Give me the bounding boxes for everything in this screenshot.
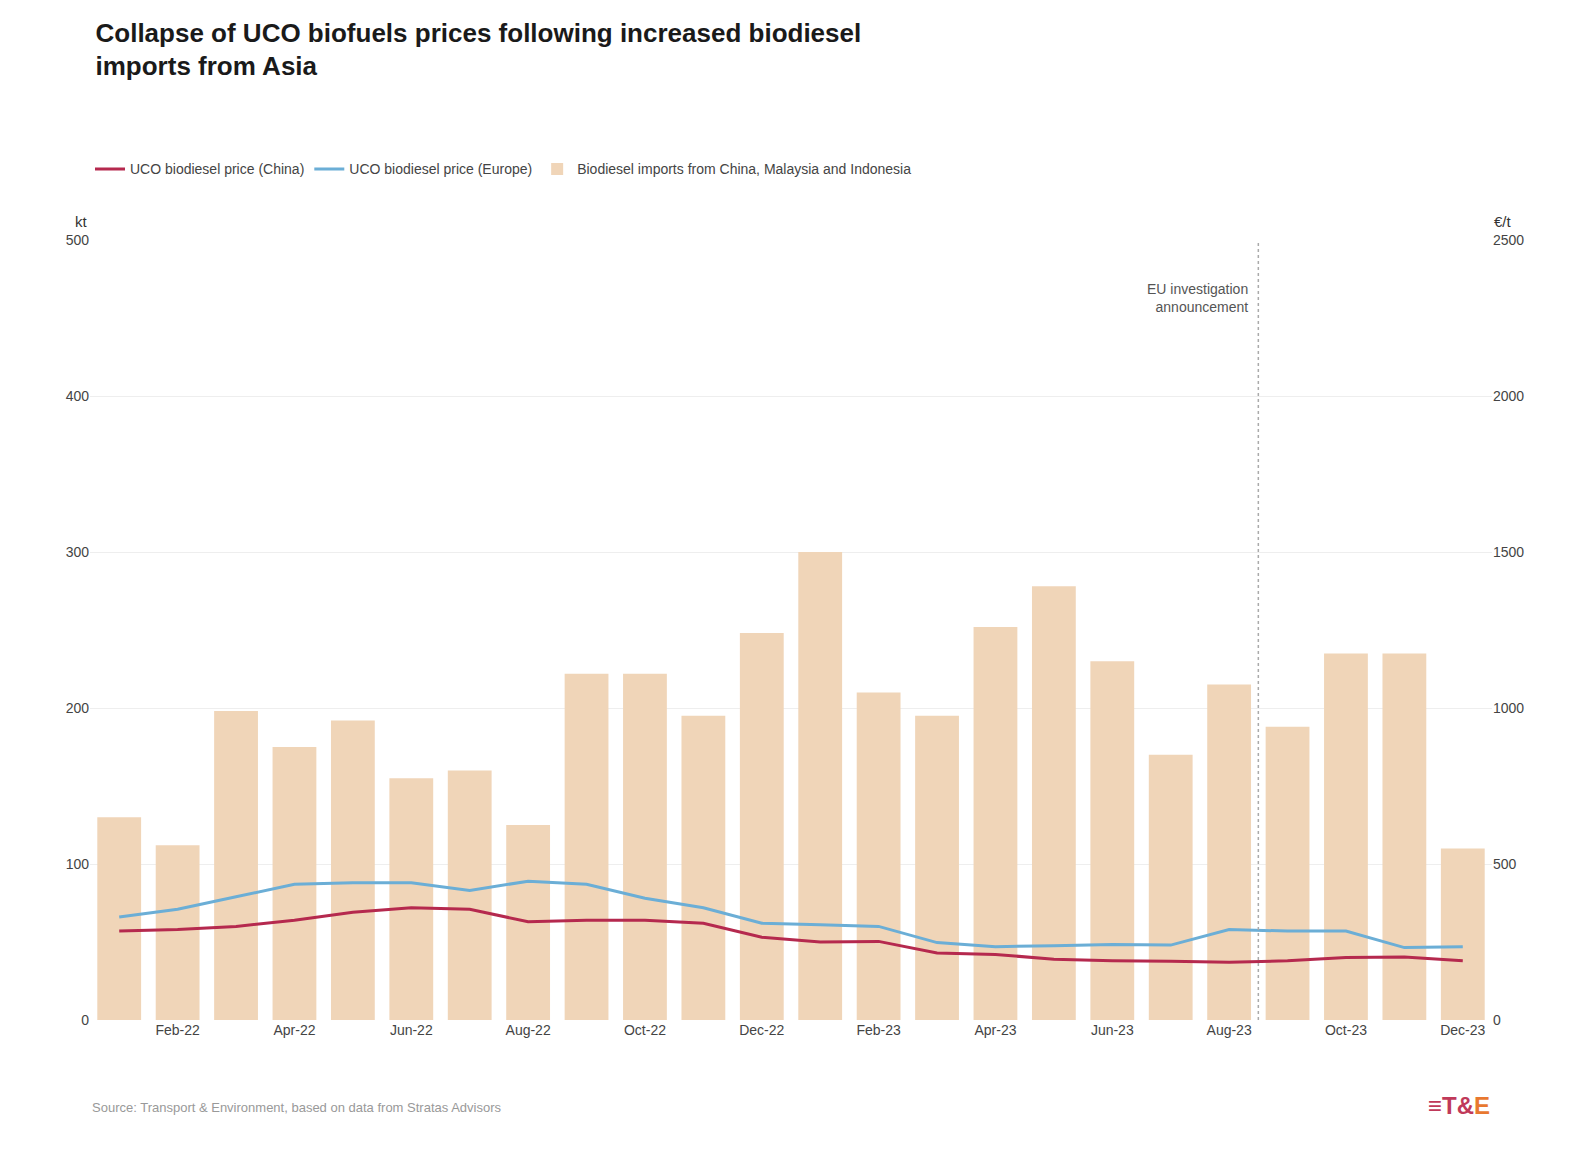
svg-text:1000: 1000 xyxy=(1493,700,1524,716)
svg-text:Apr-22: Apr-22 xyxy=(273,1022,315,1038)
svg-text:EU investigationannouncement: EU investigationannouncement xyxy=(1147,281,1248,315)
svg-text:UCO biodiesel price (China): UCO biodiesel price (China) xyxy=(130,161,304,177)
svg-text:€/t: €/t xyxy=(1494,213,1512,230)
svg-text:Apr-23: Apr-23 xyxy=(974,1022,1016,1038)
svg-text:Feb-22: Feb-22 xyxy=(155,1022,200,1038)
svg-text:Source: Transport & Environmen: Source: Transport & Environment, based o… xyxy=(92,1100,501,1115)
svg-text:Jun-23: Jun-23 xyxy=(1091,1022,1134,1038)
svg-text:Jun-22: Jun-22 xyxy=(390,1022,433,1038)
svg-text:Collapse of UCO biofuels price: Collapse of UCO biofuels prices followin… xyxy=(96,18,862,82)
svg-text:Aug-23: Aug-23 xyxy=(1207,1022,1252,1038)
svg-text:500: 500 xyxy=(66,232,90,248)
svg-text:2000: 2000 xyxy=(1493,388,1524,404)
svg-text:100: 100 xyxy=(66,856,90,872)
svg-text:Dec-23: Dec-23 xyxy=(1440,1022,1485,1038)
svg-text:200: 200 xyxy=(66,700,90,716)
svg-text:500: 500 xyxy=(1493,856,1517,872)
svg-text:400: 400 xyxy=(66,388,90,404)
svg-text:Oct-23: Oct-23 xyxy=(1325,1022,1367,1038)
svg-text:Oct-22: Oct-22 xyxy=(624,1022,666,1038)
svg-text:300: 300 xyxy=(66,544,90,560)
svg-text:0: 0 xyxy=(81,1012,89,1028)
svg-text:Biodiesel imports from China,: Biodiesel imports from China, Malaysia a… xyxy=(577,161,911,177)
svg-text:1500: 1500 xyxy=(1493,544,1524,560)
svg-text:Aug-22: Aug-22 xyxy=(506,1022,551,1038)
svg-text:Feb-23: Feb-23 xyxy=(856,1022,901,1038)
svg-text:0: 0 xyxy=(1493,1012,1501,1028)
svg-text:kt: kt xyxy=(75,213,88,230)
svg-text:Dec-22: Dec-22 xyxy=(739,1022,784,1038)
svg-text:2500: 2500 xyxy=(1493,232,1524,248)
svg-text:UCO biodiesel price (Europe): UCO biodiesel price (Europe) xyxy=(349,161,532,177)
svg-text:≡T&E: ≡T&E xyxy=(1428,1092,1490,1119)
